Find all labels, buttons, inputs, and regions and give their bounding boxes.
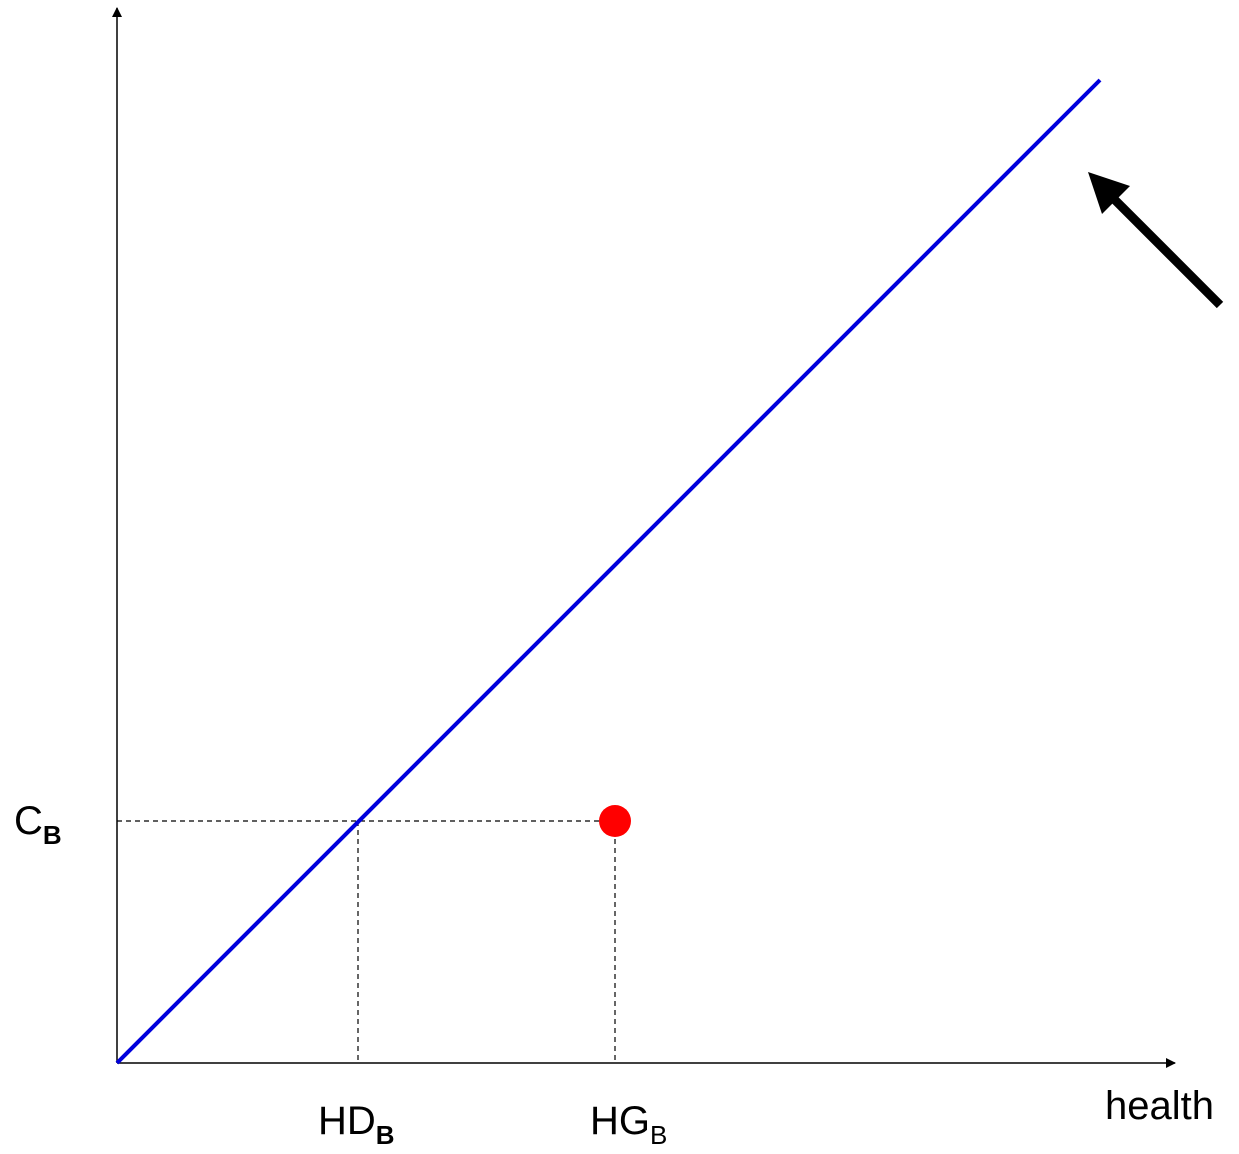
label-main: C — [14, 799, 43, 843]
label-main: HD — [318, 1099, 376, 1143]
label: CB — [14, 799, 62, 850]
point — [599, 805, 631, 837]
x-axis-label: health — [1105, 1084, 1214, 1128]
label-sub: B — [650, 1120, 667, 1150]
frontier-line — [115, 78, 1102, 1065]
label-main: HG — [590, 1099, 650, 1143]
label: HDB — [318, 1099, 395, 1150]
label-sub: B — [43, 820, 62, 850]
shift-arrow — [1108, 193, 1224, 309]
label-sub: B — [376, 1120, 395, 1150]
arrow-head — [1088, 172, 1130, 214]
label: HGB — [590, 1099, 667, 1150]
